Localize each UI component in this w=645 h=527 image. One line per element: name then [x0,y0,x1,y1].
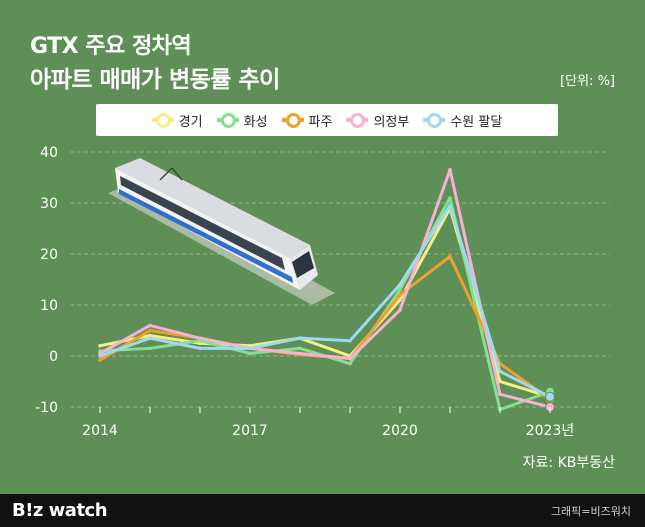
legend-label: 수원 팔달 [450,114,503,130]
x-tick-label: 2014 [82,423,118,439]
endpoint-marker [545,391,555,402]
series-layer [98,168,555,412]
data-point [448,254,452,259]
unit-label: [단위: %] [560,74,615,89]
legend-item: 의정부 [346,111,409,130]
series-line-1 [99,196,551,412]
data-point [148,336,152,340]
y-tick-label: 30 [40,196,58,212]
data-point [148,323,152,328]
series-line-2 [99,255,551,401]
legend-marker [427,113,443,128]
graphic-credit: 그래픽=비즈워치 [550,505,631,518]
legend-marker [350,113,366,128]
data-point [148,346,152,351]
data-point [348,361,352,366]
series-line-0 [99,206,551,399]
data-point [148,333,152,338]
legend-item: 경기 [151,111,203,130]
legend-label: 경기 [178,114,203,130]
line-chart: 40 30 20 10 0 -10 2014 2017 2020 2023년 [35,145,610,439]
y-tick-label: 20 [40,247,58,263]
data-point [98,344,102,348]
chart-legend: 경기 화성 파주 의정부 수원 팔달 [96,104,558,136]
series-line-4 [99,204,551,399]
data-point [298,336,302,340]
title-line-1: GTX 주요 정차역 [30,34,192,59]
footer-bar: B!z watch 그래픽=비즈워치 [0,494,645,527]
data-point [398,298,402,302]
data-point [198,336,202,340]
legend-item: 수원 팔달 [423,111,502,130]
axis-layer: 40 30 20 10 0 -10 2014 2017 2020 2023년 [35,145,574,439]
legend-label: 의정부 [373,114,410,130]
data-point [498,379,502,384]
x-tick-label: 2020 [382,423,418,439]
data-point [198,346,202,351]
legend-item: 화성 [216,111,268,130]
data-point [148,328,152,333]
train-pantograph [159,167,173,181]
legend-swatch [281,113,304,128]
bizwatch-logo: B!z watch [12,500,108,521]
data-point [348,338,352,343]
data-point [248,351,252,356]
data-point [498,392,502,397]
data-point [298,346,302,351]
data-point [498,369,502,374]
series-line-3 [99,168,551,409]
y-tick-label: 40 [40,145,58,161]
data-point [248,346,252,351]
data-point [448,203,452,208]
legend-marker [220,113,236,128]
y-tick-label: 10 [40,298,58,314]
train-illustration [108,158,335,305]
train-pantograph-2 [171,167,183,181]
data-point [398,308,402,312]
data-point [348,356,352,361]
title-line-2: 아파트 매매가 변동률 추이 [30,67,280,93]
train-windshield [292,251,314,278]
data-point [398,287,402,292]
y-tick-label: 0 [49,349,58,365]
data-point [398,293,402,297]
legend-swatch [346,113,369,128]
data-point [98,358,102,362]
legend-marker [155,113,171,128]
legend-label: 파주 [308,114,333,130]
data-point [398,282,402,287]
legend-swatch [216,113,239,128]
data-point [448,168,452,172]
data-point [448,196,452,200]
legend-label: 화성 [243,114,268,130]
source-note: 자료: KB부동산 [522,455,615,471]
legend-marker [285,113,301,128]
data-point [98,354,102,358]
grid-layer [70,151,610,408]
train-roof [115,158,310,258]
legend-swatch [423,113,446,128]
data-point [298,351,302,356]
legend-swatch [151,113,174,128]
x-tick-label: 2023년 [526,423,575,439]
legend-item: 파주 [281,111,333,130]
x-tick-label: 2017 [232,423,268,439]
y-tick-label: -10 [35,400,58,416]
train-stripe [119,189,293,283]
train-windows [120,176,285,270]
